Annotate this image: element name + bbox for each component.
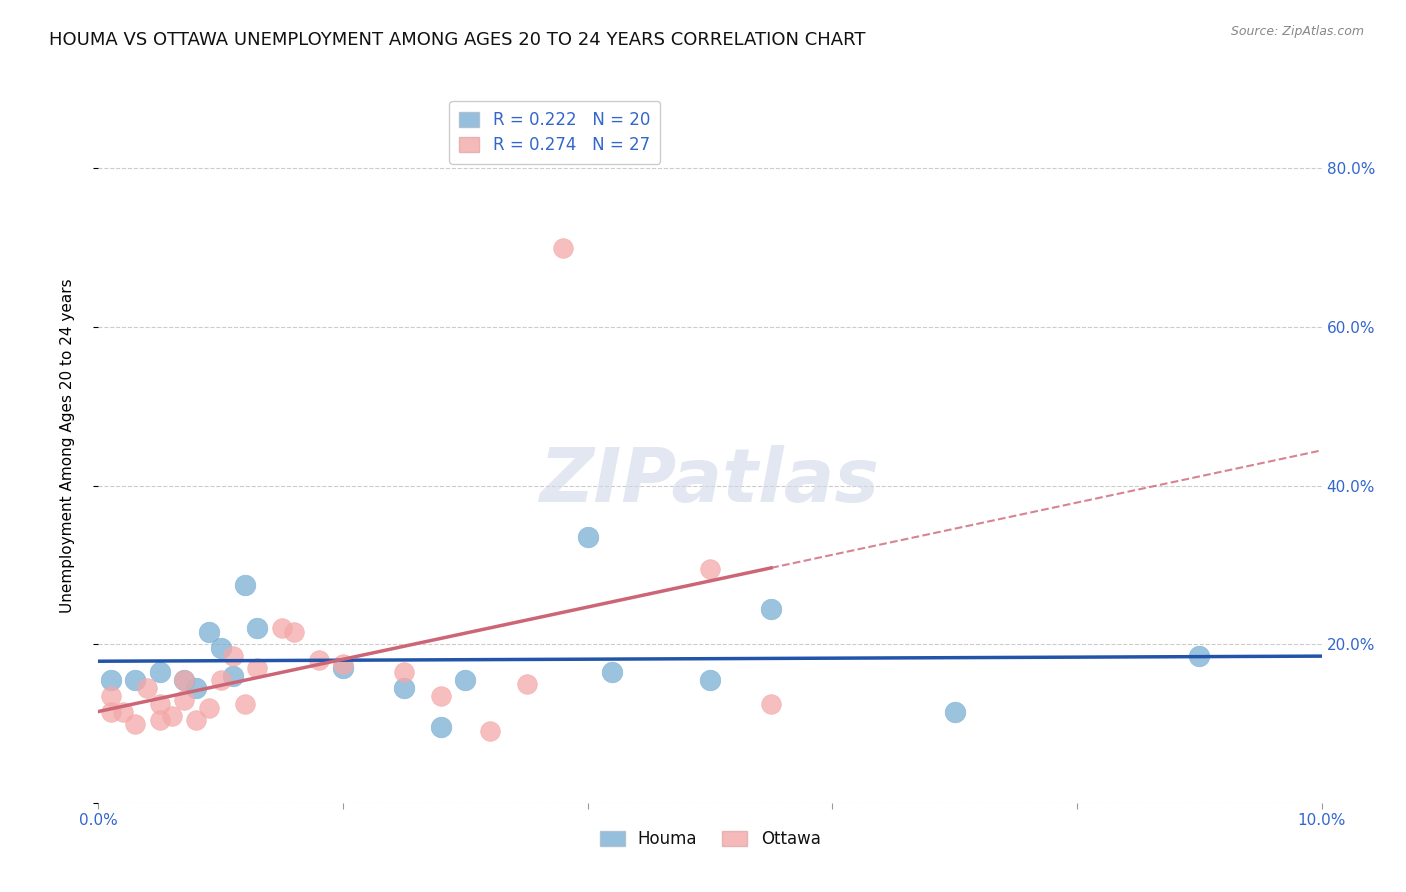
Point xyxy=(149,665,172,679)
Point xyxy=(759,697,782,711)
Point xyxy=(209,641,232,656)
Point xyxy=(100,705,122,719)
Point xyxy=(943,705,966,719)
Point xyxy=(699,562,721,576)
Point xyxy=(209,673,232,687)
Point xyxy=(246,621,269,635)
Point xyxy=(392,681,416,695)
Point xyxy=(136,681,159,695)
Point xyxy=(270,621,292,635)
Point xyxy=(186,713,208,727)
Point xyxy=(233,578,256,592)
Point xyxy=(149,697,172,711)
Point xyxy=(246,661,269,675)
Point xyxy=(197,700,219,714)
Point xyxy=(124,716,146,731)
Point xyxy=(600,665,623,679)
Text: Source: ZipAtlas.com: Source: ZipAtlas.com xyxy=(1230,25,1364,38)
Point xyxy=(1188,649,1211,664)
Point xyxy=(576,530,599,544)
Point xyxy=(160,708,183,723)
Point xyxy=(430,721,453,735)
Point xyxy=(699,673,721,687)
Point xyxy=(454,673,477,687)
Point xyxy=(308,653,330,667)
Point xyxy=(186,681,208,695)
Point xyxy=(173,673,195,687)
Legend: Houma, Ottawa: Houma, Ottawa xyxy=(593,824,827,855)
Point xyxy=(173,673,195,687)
Point xyxy=(173,692,195,706)
Point xyxy=(332,661,354,675)
Point xyxy=(759,601,782,615)
Point xyxy=(392,665,416,679)
Text: ZIPatlas: ZIPatlas xyxy=(540,445,880,518)
Point xyxy=(111,705,134,719)
Point xyxy=(100,673,122,687)
Point xyxy=(430,689,453,703)
Point xyxy=(197,625,219,640)
Point xyxy=(222,649,245,664)
Point xyxy=(233,697,256,711)
Text: HOUMA VS OTTAWA UNEMPLOYMENT AMONG AGES 20 TO 24 YEARS CORRELATION CHART: HOUMA VS OTTAWA UNEMPLOYMENT AMONG AGES … xyxy=(49,31,866,49)
Point xyxy=(283,625,305,640)
Point xyxy=(100,689,122,703)
Point xyxy=(222,669,245,683)
Point xyxy=(553,241,575,255)
Point xyxy=(516,677,538,691)
Point xyxy=(124,673,146,687)
Point xyxy=(478,724,501,739)
Point xyxy=(149,713,172,727)
Point xyxy=(332,657,354,671)
Y-axis label: Unemployment Among Ages 20 to 24 years: Unemployment Among Ages 20 to 24 years xyxy=(60,278,75,614)
